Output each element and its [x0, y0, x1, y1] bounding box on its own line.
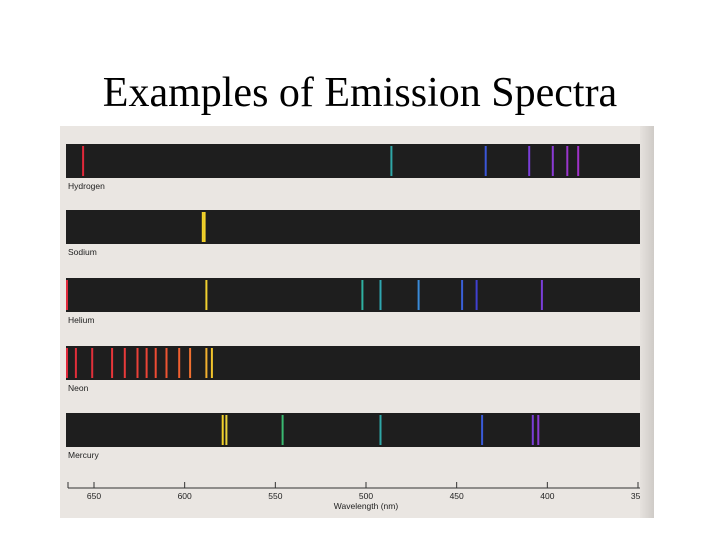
- emission-line: [74, 348, 77, 378]
- emission-line: [379, 415, 382, 445]
- emission-line: [481, 415, 484, 445]
- emission-line: [281, 415, 284, 445]
- emission-line: [390, 146, 393, 176]
- emission-line: [528, 146, 531, 176]
- axis-tick-label: 350: [631, 491, 645, 501]
- emission-line: [136, 348, 139, 378]
- axis-title: Wavelength (nm): [334, 501, 399, 511]
- emission-line: [361, 280, 364, 310]
- emission-line: [484, 146, 487, 176]
- emission-line: [577, 146, 580, 176]
- emission-line: [145, 348, 148, 378]
- spectrum-label: Sodium: [68, 247, 97, 257]
- emission-line: [461, 280, 464, 310]
- axis-tick-label: 450: [450, 491, 464, 501]
- emission-line: [205, 348, 208, 378]
- emission-line: [66, 280, 68, 310]
- spectrum-label: Neon: [68, 383, 89, 393]
- spectrum-label: Hydrogen: [68, 181, 105, 191]
- emission-line: [551, 146, 554, 176]
- axis-tick-label: 400: [540, 491, 554, 501]
- emission-line: [205, 280, 208, 310]
- slide-title: Examples of Emission Spectra: [102, 70, 618, 116]
- emission-line: [165, 348, 168, 378]
- emission-line: [566, 146, 569, 176]
- axis-tick-label: 650: [87, 491, 101, 501]
- emission-line: [225, 415, 228, 445]
- spectrum-band-sodium: [66, 210, 644, 244]
- spectrum-band-helium: [66, 278, 644, 312]
- emission-line: [379, 280, 382, 310]
- page-edge-shadow: [640, 126, 654, 518]
- emission-line: [203, 212, 206, 242]
- spectrum-label: Helium: [68, 315, 94, 325]
- emission-line: [417, 280, 420, 310]
- emission-line: [66, 348, 68, 378]
- spectra-chart: Hydrogen Sodium Helium Neon Mercury 650 600 550…: [66, 144, 645, 511]
- emission-line: [91, 348, 94, 378]
- spectrum-label: Mercury: [68, 450, 99, 460]
- emission-line: [189, 348, 192, 378]
- spectrum-band-hydrogen: [66, 144, 644, 178]
- emission-line: [82, 146, 85, 176]
- axis-tick-label: 500: [359, 491, 373, 501]
- spectrum-band-neon: [66, 346, 644, 380]
- emission-line: [154, 348, 157, 378]
- axis-tick-label: 600: [178, 491, 192, 501]
- axis-tick-label: 550: [268, 491, 282, 501]
- emission-line: [221, 415, 224, 445]
- spectra-figure: Hydrogen Sodium Helium Neon Mercury 650 600 550…: [60, 126, 654, 518]
- emission-line: [537, 415, 540, 445]
- emission-line: [178, 348, 181, 378]
- emission-line: [475, 280, 478, 310]
- emission-line: [123, 348, 126, 378]
- emission-line: [531, 415, 534, 445]
- emission-line: [111, 348, 114, 378]
- emission-line: [201, 212, 204, 242]
- spectrum-band-mercury: [66, 413, 644, 447]
- emission-line: [540, 280, 543, 310]
- emission-line: [210, 348, 213, 378]
